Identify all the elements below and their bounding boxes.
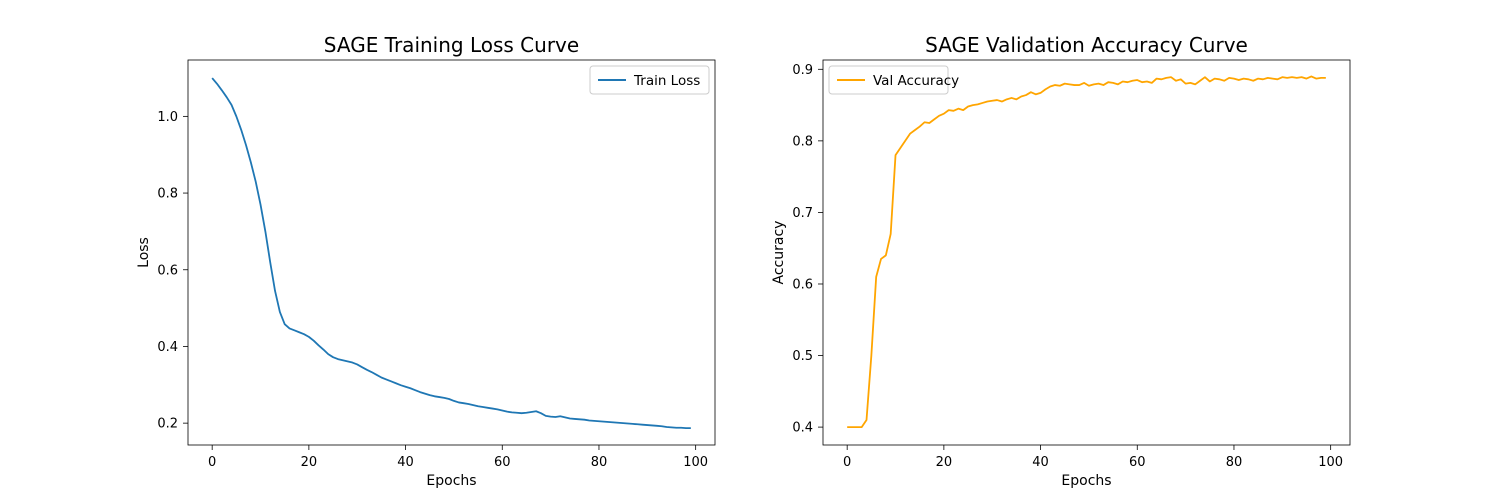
chart-0-xtick-label: 60 — [494, 455, 511, 470]
chart-1-legend: Val Accuracy — [828, 65, 959, 95]
chart-0-legend-box — [589, 65, 710, 95]
chart-0-xtick-label: 20 — [301, 455, 318, 470]
chart-1-xtick-label: 100 — [1318, 455, 1343, 470]
chart-1-xtick-label: 60 — [1129, 455, 1146, 470]
chart-0-title: SAGE Training Loss Curve — [324, 33, 579, 57]
chart-0-ytick-label: 0.6 — [157, 263, 178, 278]
chart-0-xtick-label: 0 — [208, 455, 216, 470]
chart-1-ytick-label: 0.7 — [792, 206, 813, 221]
chart-1-xtick-label: 80 — [1226, 455, 1243, 470]
chart-1-ylabel: Accuracy — [771, 221, 787, 285]
chart-1-xtick-label: 20 — [936, 455, 953, 470]
chart-0: SAGE Training Loss Curve 0 20 40 60 80 100 0.2 0… — [136, 33, 716, 489]
chart-0-ytick-label: 1.0 — [157, 110, 178, 125]
chart-1-ytick-label: 0.5 — [792, 349, 813, 364]
chart-1-xtick-label: 0 — [843, 455, 851, 470]
chart-0-legend: Train Loss — [589, 65, 710, 95]
chart-1-legend-box — [828, 65, 949, 95]
chart-0-ytick-label: 0.4 — [157, 340, 178, 355]
chart-0-axes-frame — [187, 59, 716, 446]
chart-0-ylabel: Loss — [136, 237, 152, 268]
chart-0-ytick-label: 0.8 — [157, 187, 178, 202]
chart-1-ytick-label: 0.8 — [792, 134, 813, 149]
chart-1-ytick-label: 0.4 — [792, 421, 813, 436]
chart-1-ytick-label: 0.6 — [792, 277, 813, 292]
chart-1-xtick-label: 40 — [1032, 455, 1049, 470]
chart-0-xtick-label: 100 — [683, 455, 708, 470]
chart-1-axes-frame — [822, 59, 1351, 446]
chart-0-xtick-label: 40 — [397, 455, 414, 470]
chart-0-ytick-label: 0.2 — [157, 417, 178, 432]
chart-1-legend-label: Val Accuracy — [873, 73, 959, 89]
chart-0-series-line — [211, 77, 691, 430]
chart-0-legend-label: Train Loss — [633, 73, 700, 89]
chart-1: SAGE Validation Accuracy Curve 0 20 40 60 80 1… — [771, 33, 1351, 489]
chart-1-ytick-label: 0.9 — [792, 63, 813, 78]
chart-0-xtick-label: 80 — [591, 455, 608, 470]
chart-1-xlabel: Epochs — [1061, 473, 1111, 489]
chart-0-xlabel: Epochs — [426, 473, 476, 489]
chart-1-series-line — [847, 75, 1326, 429]
chart-1-title: SAGE Validation Accuracy Curve — [925, 33, 1248, 57]
